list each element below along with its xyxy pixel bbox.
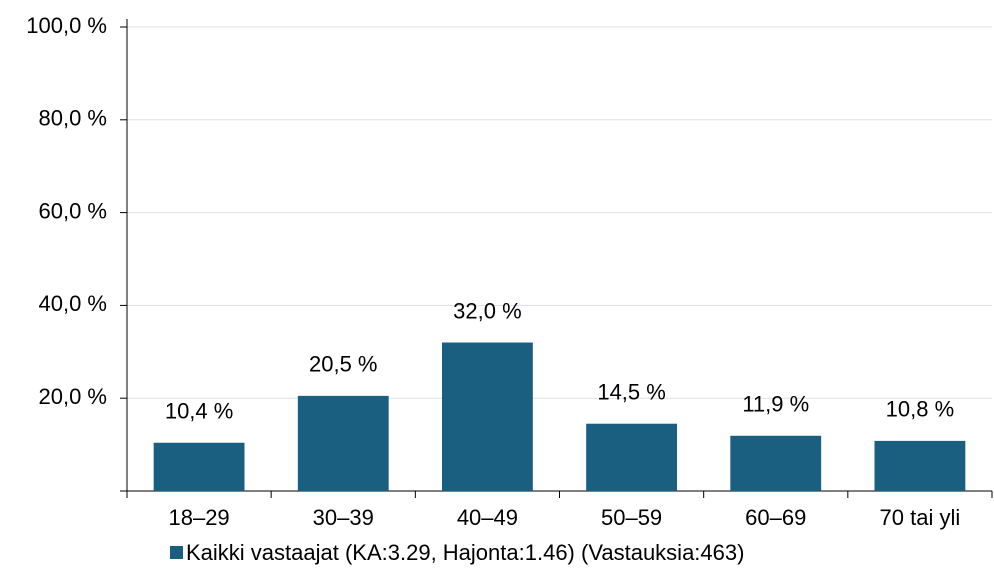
x-tick-label: 50–59 xyxy=(601,505,662,530)
value-label: 14,5 % xyxy=(597,380,666,405)
value-label: 20,5 % xyxy=(309,352,378,377)
y-tick-label: 60,0 % xyxy=(39,198,108,223)
value-label: 11,9 % xyxy=(742,392,809,417)
bar xyxy=(153,442,245,491)
bar xyxy=(586,423,677,491)
y-tick-label: 20,0 % xyxy=(39,384,108,409)
value-label: 10,4 % xyxy=(165,399,234,424)
y-tick-label: 40,0 % xyxy=(39,291,108,316)
x-tick-label: 40–49 xyxy=(457,505,518,530)
x-tick-label: 18–29 xyxy=(168,505,229,530)
y-tick-label: 80,0 % xyxy=(39,106,108,131)
bar xyxy=(730,435,822,491)
legend-label: Kaikki vastaajat (KA:3.29, Hajonta:1.46)… xyxy=(186,540,744,565)
value-label: 10,8 % xyxy=(886,397,955,422)
x-tick-label: 60–69 xyxy=(745,505,806,530)
bar xyxy=(442,342,533,491)
x-tick-label: 30–39 xyxy=(313,505,374,530)
bar xyxy=(874,440,966,491)
legend-swatch xyxy=(170,546,183,559)
bar xyxy=(297,395,389,491)
x-tick-label: 70 tai yli xyxy=(880,505,961,530)
value-label: 32,0 % xyxy=(453,298,522,323)
y-tick-label: 100,0 % xyxy=(26,13,107,38)
